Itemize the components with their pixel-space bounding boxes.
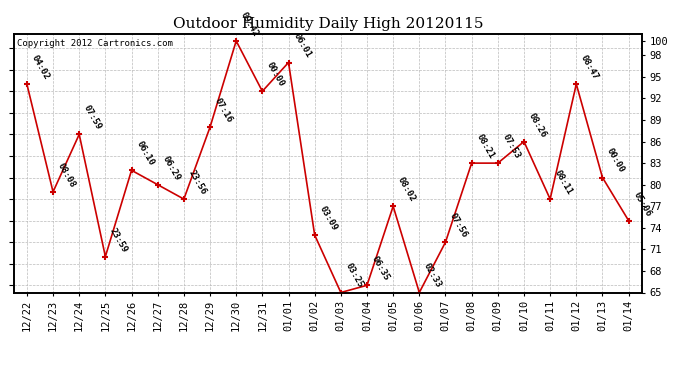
Text: 08:02: 08:02 [396, 176, 417, 204]
Text: 03:25: 03:25 [344, 262, 365, 290]
Text: 07:56: 07:56 [448, 211, 469, 239]
Text: 06:29: 06:29 [161, 154, 181, 182]
Text: 04:02: 04:02 [30, 54, 51, 81]
Text: 23:56: 23:56 [186, 168, 208, 196]
Text: 03:09: 03:09 [317, 204, 339, 232]
Text: 08:11: 08:11 [553, 168, 574, 196]
Text: 23:59: 23:59 [108, 226, 130, 254]
Text: 08:47: 08:47 [579, 54, 600, 81]
Text: 07:59: 07:59 [82, 104, 104, 132]
Text: 00:00: 00:00 [605, 147, 627, 175]
Text: 05:06: 05:06 [631, 190, 653, 218]
Text: 07:16: 07:16 [213, 97, 234, 124]
Title: Outdoor Humidity Daily High 20120115: Outdoor Humidity Daily High 20120115 [172, 17, 483, 31]
Text: 02:33: 02:33 [422, 262, 444, 290]
Text: 08:26: 08:26 [526, 111, 548, 139]
Text: 06:10: 06:10 [135, 140, 155, 168]
Text: 00:00: 00:00 [265, 61, 286, 88]
Text: 08:08: 08:08 [56, 161, 77, 189]
Text: 08:21: 08:21 [475, 133, 495, 160]
Text: 06:01: 06:01 [291, 32, 313, 60]
Text: 06:35: 06:35 [370, 255, 391, 282]
Text: Copyright 2012 Cartronics.com: Copyright 2012 Cartronics.com [17, 39, 172, 48]
Text: 07:53: 07:53 [500, 133, 522, 160]
Text: 09:42: 09:42 [239, 10, 260, 38]
